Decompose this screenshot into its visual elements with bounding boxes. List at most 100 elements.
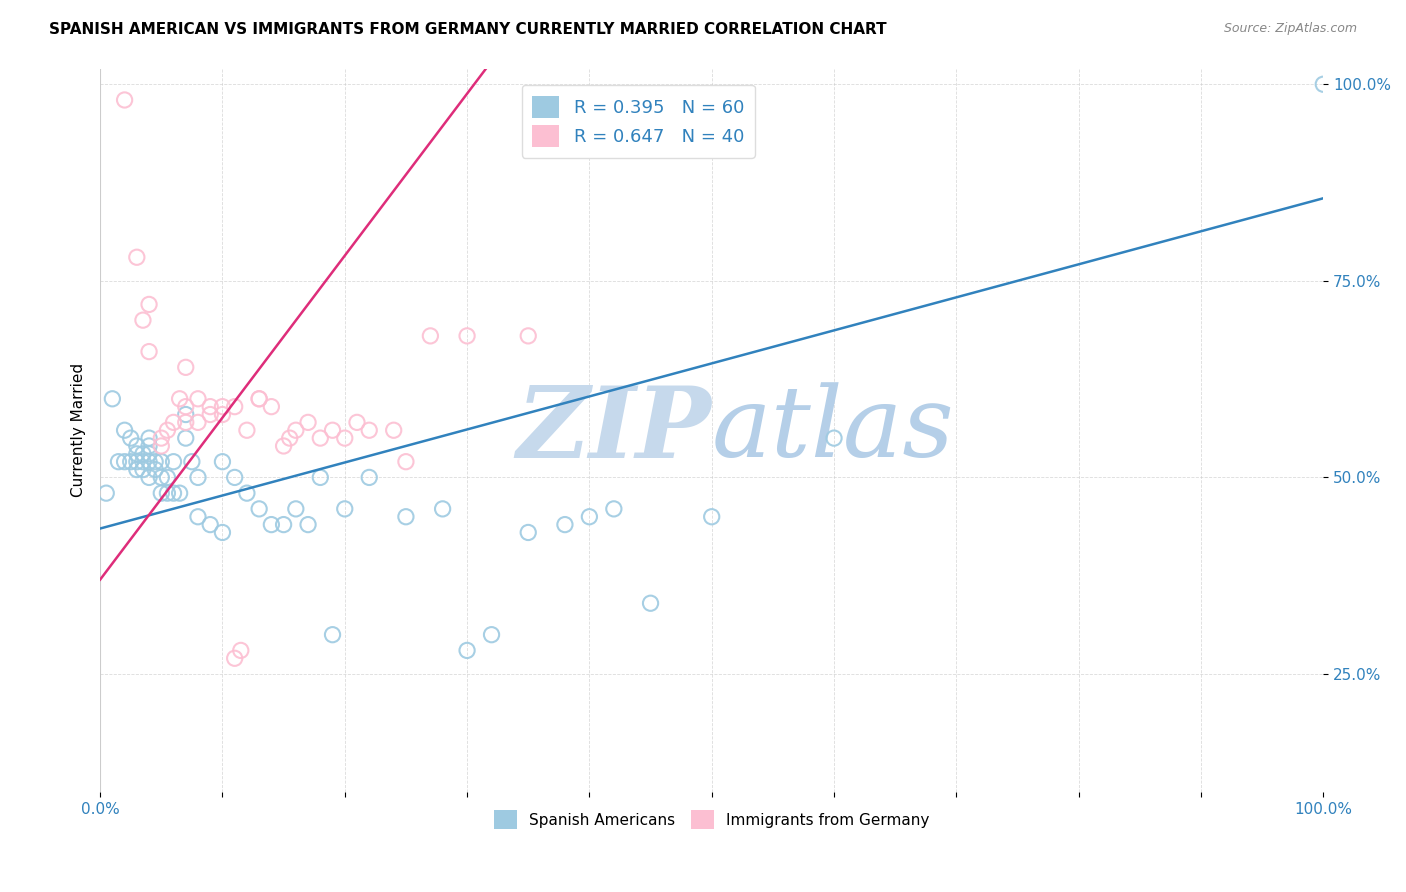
Point — [346, 416, 368, 430]
Point — [260, 400, 283, 414]
Point — [297, 517, 319, 532]
Point — [143, 455, 166, 469]
Point — [481, 628, 503, 642]
Point — [456, 329, 478, 343]
Point — [517, 525, 540, 540]
Point — [224, 470, 246, 484]
Point — [174, 360, 197, 375]
Point — [162, 416, 184, 430]
Point — [247, 392, 270, 406]
Text: ZIP: ZIP — [516, 382, 711, 478]
Point — [603, 501, 626, 516]
Text: Source: ZipAtlas.com: Source: ZipAtlas.com — [1223, 22, 1357, 36]
Point — [456, 643, 478, 657]
Point — [150, 439, 173, 453]
Point — [114, 423, 136, 437]
Point — [700, 509, 723, 524]
Point — [169, 486, 191, 500]
Point — [150, 486, 173, 500]
Point — [138, 297, 160, 311]
Point — [200, 517, 222, 532]
Point — [156, 470, 179, 484]
Point — [359, 470, 381, 484]
Point — [162, 486, 184, 500]
Point — [187, 416, 209, 430]
Point — [578, 509, 600, 524]
Point — [125, 462, 148, 476]
Point — [211, 455, 233, 469]
Point — [138, 455, 160, 469]
Point — [382, 423, 405, 437]
Point — [125, 250, 148, 264]
Point — [187, 509, 209, 524]
Point — [247, 392, 270, 406]
Point — [395, 509, 418, 524]
Point — [260, 517, 283, 532]
Point — [187, 470, 209, 484]
Point — [107, 455, 129, 469]
Point — [174, 400, 197, 414]
Point — [143, 462, 166, 476]
Point — [138, 447, 160, 461]
Point — [224, 400, 246, 414]
Point — [180, 455, 202, 469]
Point — [174, 408, 197, 422]
Point — [150, 455, 173, 469]
Point — [96, 486, 118, 500]
Point — [273, 439, 295, 453]
Point — [174, 431, 197, 445]
Point — [395, 455, 418, 469]
Point — [554, 517, 576, 532]
Point — [114, 93, 136, 107]
Point — [284, 501, 307, 516]
Point — [114, 455, 136, 469]
Point — [138, 344, 160, 359]
Point — [273, 517, 295, 532]
Point — [229, 643, 252, 657]
Point — [1312, 77, 1334, 91]
Point — [278, 431, 301, 445]
Point — [125, 455, 148, 469]
Point — [138, 470, 160, 484]
Point — [419, 329, 441, 343]
Point — [125, 447, 148, 461]
Point — [211, 400, 233, 414]
Point — [174, 416, 197, 430]
Point — [125, 439, 148, 453]
Point — [169, 392, 191, 406]
Point — [132, 462, 155, 476]
Legend: Spanish Americans, Immigrants from Germany: Spanish Americans, Immigrants from Germa… — [488, 804, 935, 835]
Point — [150, 470, 173, 484]
Point — [120, 455, 142, 469]
Point — [132, 313, 155, 327]
Point — [162, 455, 184, 469]
Point — [156, 486, 179, 500]
Point — [120, 431, 142, 445]
Point — [156, 423, 179, 437]
Point — [297, 416, 319, 430]
Point — [359, 423, 381, 437]
Point — [211, 525, 233, 540]
Point — [200, 400, 222, 414]
Text: atlas: atlas — [711, 383, 955, 478]
Point — [187, 392, 209, 406]
Y-axis label: Currently Married: Currently Married — [72, 363, 86, 498]
Point — [211, 408, 233, 422]
Point — [200, 408, 222, 422]
Point — [132, 455, 155, 469]
Point — [236, 423, 259, 437]
Point — [322, 628, 344, 642]
Point — [309, 470, 332, 484]
Point — [132, 447, 155, 461]
Point — [823, 431, 845, 445]
Point — [432, 501, 454, 516]
Point — [138, 431, 160, 445]
Text: SPANISH AMERICAN VS IMMIGRANTS FROM GERMANY CURRENTLY MARRIED CORRELATION CHART: SPANISH AMERICAN VS IMMIGRANTS FROM GERM… — [49, 22, 887, 37]
Point — [224, 651, 246, 665]
Point — [247, 501, 270, 516]
Point — [150, 431, 173, 445]
Point — [333, 501, 356, 516]
Point — [236, 486, 259, 500]
Point — [138, 439, 160, 453]
Point — [322, 423, 344, 437]
